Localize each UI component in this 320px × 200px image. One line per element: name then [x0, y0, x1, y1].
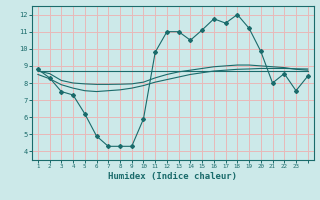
X-axis label: Humidex (Indice chaleur): Humidex (Indice chaleur) [108, 172, 237, 181]
